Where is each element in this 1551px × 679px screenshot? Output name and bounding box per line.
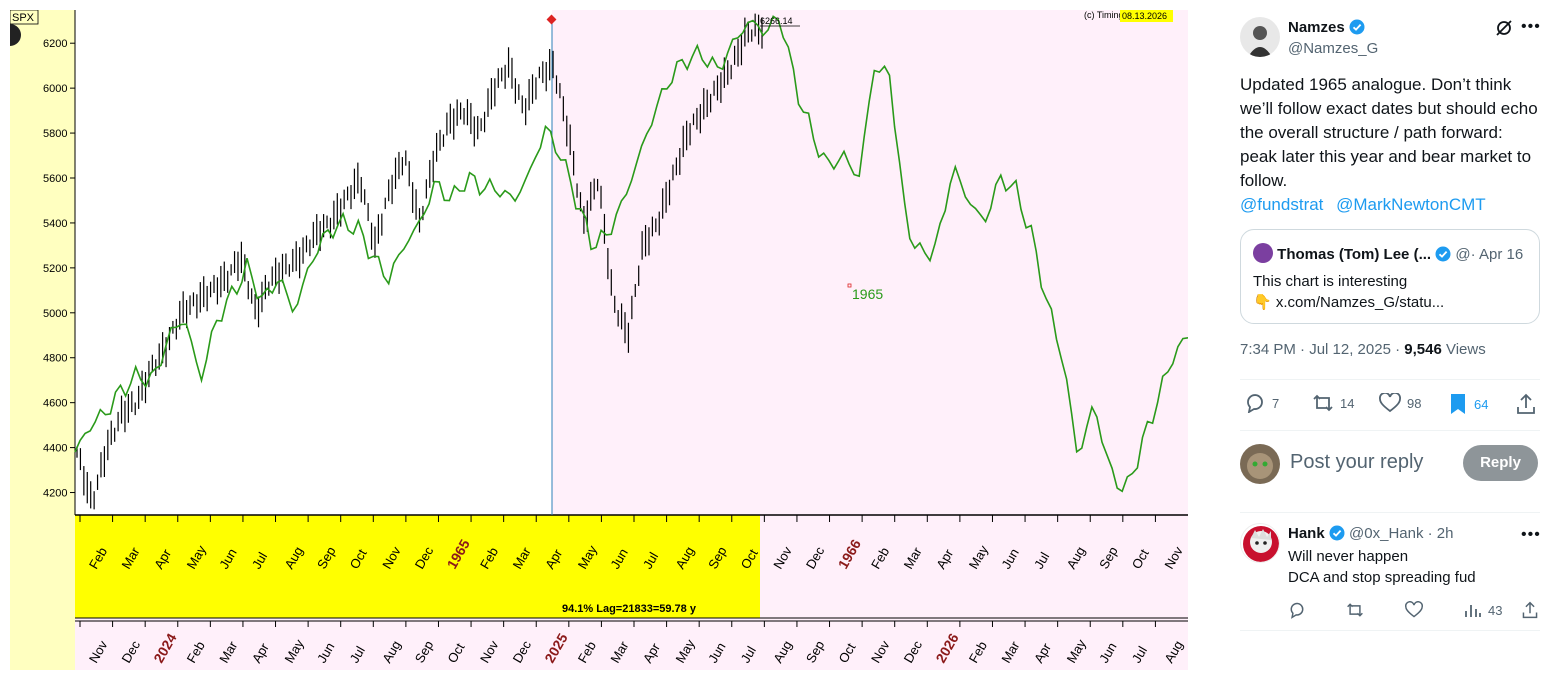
scroll-dot[interactable] [10, 24, 21, 46]
reply-icon [1247, 394, 1263, 413]
bottom-axis-shade [75, 618, 1188, 670]
axis-month-label: Jul [738, 644, 759, 666]
y-tick-label: 5400 [43, 218, 67, 230]
share-action[interactable] [1516, 393, 1536, 415]
verified-icon [1435, 246, 1451, 262]
author-name[interactable]: Namzes [1288, 19, 1365, 36]
y-tick-label: 5600 [43, 173, 67, 185]
author-handle[interactable]: @Namzes_G [1288, 40, 1379, 57]
quoted-tweet[interactable]: Thomas (Tom) Lee (... @· Apr 16 This cha… [1240, 229, 1540, 324]
heart-icon [1379, 393, 1401, 413]
analogue-chart: 4200 4400 4600 4800 5000 5200 5400 5600 5800 6000… [10, 10, 1188, 670]
reply-text: Will never happen DCA and stop spreading… [1288, 548, 1476, 586]
more-options-icon[interactable]: ••• [1521, 18, 1541, 35]
y-tick-label: 6000 [43, 83, 67, 95]
date-badge: 08.13.2026 [1122, 11, 1167, 21]
symbol-label: SPX [12, 12, 35, 24]
y-tick-label: 4600 [43, 398, 67, 410]
like-action[interactable]: 98 [1379, 393, 1421, 413]
analytics-icon [1465, 605, 1481, 617]
lag-highlight [75, 515, 760, 618]
y-tick-label: 4400 [43, 443, 67, 455]
bookmark-icon [1451, 394, 1465, 414]
mention-fundstrat[interactable]: @fundstrat [1240, 195, 1324, 214]
reply-like-action[interactable] [1405, 601, 1423, 619]
reply-button[interactable]: Reply [1463, 445, 1538, 481]
y-tick-label: 5800 [43, 128, 67, 140]
reply-views-action[interactable]: 43 [1464, 601, 1502, 619]
now-marker [546, 14, 557, 25]
verified-icon [1329, 525, 1345, 541]
y-tick-label: 5000 [43, 308, 67, 320]
author-avatar[interactable] [1240, 17, 1280, 57]
axis-month-label: Jul [249, 550, 270, 572]
hank-avatar[interactable] [1240, 523, 1280, 563]
chart-credit: (c) Timing [1084, 10, 1124, 20]
quote-handle-date: @· Apr 16 [1455, 246, 1524, 263]
quote-line-2: 👇 x.com/Namzes_G/statu... [1253, 294, 1445, 311]
verified-icon [1349, 19, 1365, 35]
reply-author[interactable]: Hank @0x_Hank · 2h [1288, 525, 1454, 542]
grok-icon[interactable] [1495, 19, 1513, 37]
reply-reply-action[interactable] [1288, 601, 1306, 619]
axis-month-label: Jul [1129, 644, 1150, 666]
quote-avatar [1253, 243, 1273, 263]
reply-repost-action[interactable] [1346, 601, 1364, 619]
spx-price-bars [76, 13, 763, 510]
repost-action[interactable]: 14 [1312, 393, 1354, 413]
reply-input[interactable]: Post your reply [1290, 451, 1424, 473]
share-icon [1522, 601, 1538, 619]
analogue-1965-line [74, 15, 1188, 493]
quote-line-1: This chart is interesting [1253, 273, 1408, 290]
mention-marknewton[interactable]: @MarkNewtonCMT [1336, 195, 1486, 214]
repost-icon [1313, 394, 1333, 412]
tweet-panel: Namzes @Namzes_G ••• Updated 1965 analog… [1228, 0, 1551, 679]
chart-svg: 4200 4400 4600 4800 5000 5200 5400 5600 5800 6000… [10, 10, 1188, 670]
peak-label: 6266.14 [760, 16, 793, 26]
tweet-meta: 7:34 PM · Jul 12, 2025 · 9,546 Views [1240, 341, 1486, 358]
reply-more-icon[interactable]: ••• [1521, 526, 1541, 543]
reply-action[interactable]: 7 [1244, 393, 1279, 413]
top-axis-shade [760, 515, 1188, 618]
mentions: @fundstrat @MarkNewtonCMT [1240, 193, 1494, 217]
y-tick-label: 4200 [43, 488, 67, 500]
future-shade [552, 10, 1188, 515]
bookmark-action[interactable]: 64 [1448, 393, 1488, 415]
lag-stat-label: 94.1% Lag=21833=59.78 y [562, 603, 697, 615]
axis-month-label: Jul [347, 644, 368, 666]
reply-share-action[interactable] [1521, 601, 1539, 619]
axis-month-label: Jul [1031, 550, 1052, 572]
y-tick-label: 5200 [43, 263, 67, 275]
y-tick-label: 6200 [43, 38, 67, 50]
y-tick-label: 4800 [43, 353, 67, 365]
current-user-avatar[interactable] [1240, 444, 1280, 484]
heart-icon [1405, 601, 1423, 618]
axis-month-label: Jul [640, 550, 661, 572]
reply-icon [1290, 602, 1304, 619]
y-axis: 4200 4400 4600 4800 5000 5200 5400 5600 5800 6000… [43, 38, 75, 500]
analogue-label: 1965 [852, 286, 883, 302]
repost-icon [1347, 603, 1363, 617]
tweet-text: Updated 1965 analogue. Don’t think we’ll… [1240, 75, 1538, 190]
share-icon [1517, 393, 1535, 414]
quote-author-name: Thomas (Tom) Lee (... [1277, 246, 1432, 263]
views-count: 9,546 [1404, 341, 1442, 358]
